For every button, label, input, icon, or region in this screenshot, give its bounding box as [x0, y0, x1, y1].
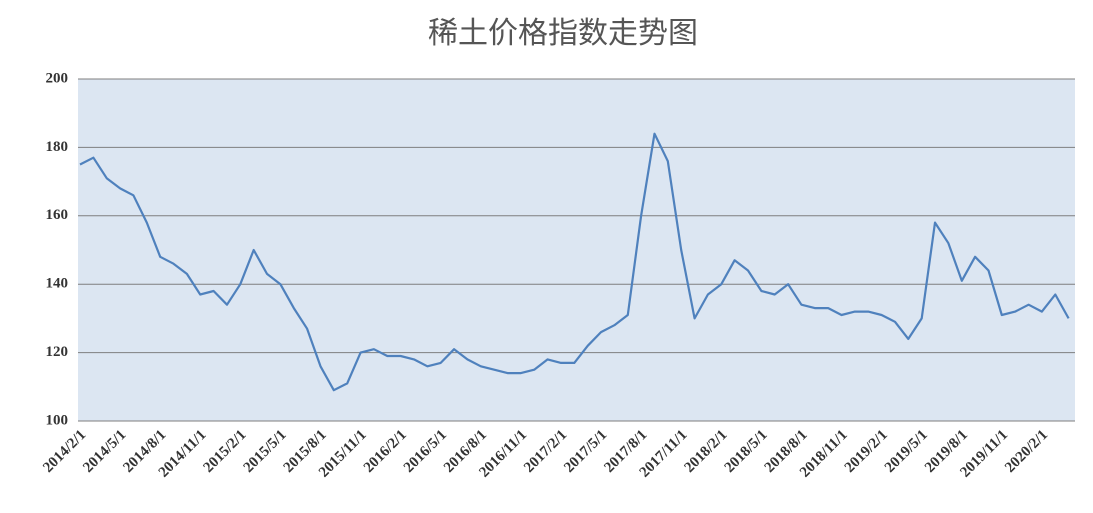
- plot-area: [78, 79, 1075, 421]
- x-tick-label: 2017/2/1: [521, 427, 570, 476]
- x-tick-label: 2019/5/1: [882, 427, 931, 476]
- x-tick-label: 2015/2/1: [201, 427, 250, 476]
- chart-title: 稀土价格指数走势图: [428, 17, 698, 50]
- x-tick-label: 2016/2/1: [361, 427, 410, 476]
- y-tick-label: 160: [46, 207, 69, 223]
- data-line: [79, 132, 1070, 392]
- x-tick-label: 2017/5/1: [561, 427, 610, 476]
- y-tick-label: 120: [46, 344, 69, 360]
- x-tick-label: 2014/5/1: [80, 427, 129, 476]
- y-tick-label: 140: [46, 276, 69, 292]
- x-tick-label: 2014/2/1: [40, 427, 89, 476]
- x-tick-label: 2020/2/1: [1002, 427, 1051, 476]
- y-tick-label: 200: [46, 70, 69, 86]
- x-tick-label: 2015/5/1: [241, 427, 290, 476]
- x-tick-label: 2016/5/1: [401, 427, 450, 476]
- y-tick-label: 180: [46, 139, 69, 155]
- x-tick-label: 2018/2/1: [682, 427, 731, 476]
- x-tick-label: 2019/2/1: [842, 427, 891, 476]
- x-tick-label: 2018/5/1: [722, 427, 771, 476]
- y-tick-label: 100: [46, 412, 69, 428]
